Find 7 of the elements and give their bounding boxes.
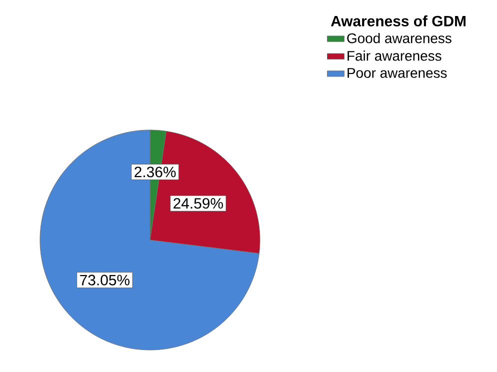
legend-label: Good awareness: [347, 32, 452, 44]
legend-label: Poor awareness: [348, 68, 447, 78]
data-label: 24.59%: [174, 198, 223, 209]
data-label: 73.05%: [80, 274, 130, 286]
legend-label: Fair awareness: [348, 50, 442, 61]
legend-title: Awareness of GDM: [330, 15, 466, 26]
data-label: 2.36%: [134, 166, 176, 178]
